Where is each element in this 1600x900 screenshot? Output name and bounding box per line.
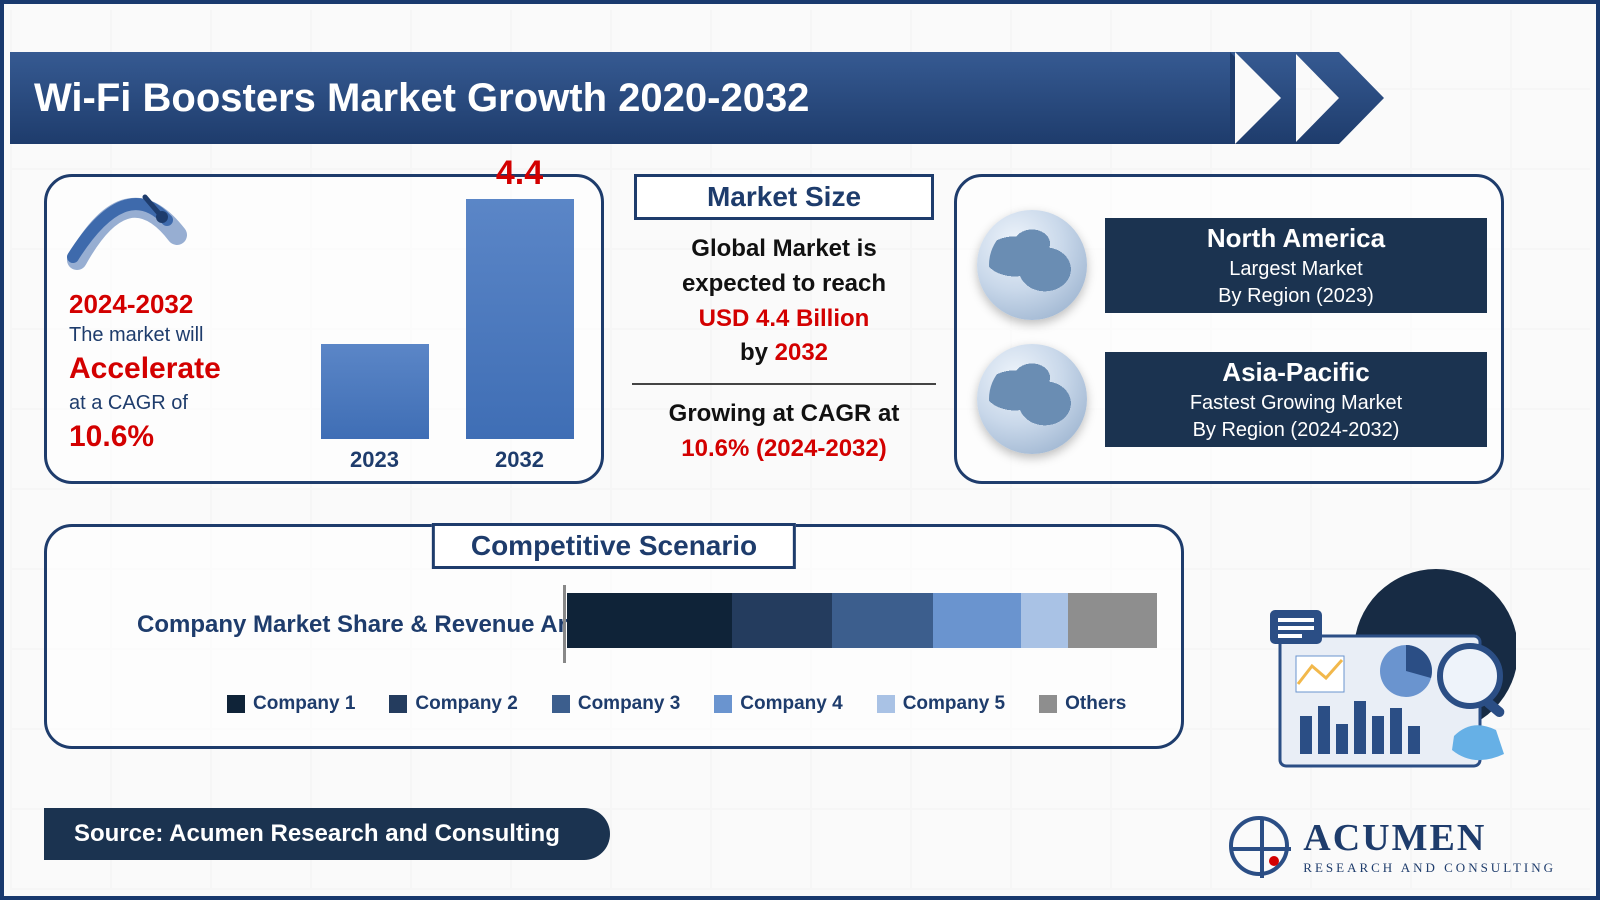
share-segment [933,593,1022,648]
legend-swatch-icon [227,695,245,713]
legend-swatch-icon [1039,695,1057,713]
region-label-apac: Asia-Pacific Fastest Growing Market By R… [1105,352,1487,447]
region-sub1-na: Largest Market [1117,258,1475,281]
legend-swatch-icon [877,695,895,713]
region-row-na: North America Largest Market By Region (… [977,205,1487,325]
infographic-frame: Wi-Fi Boosters Market Growth 2020-2032 2… [0,0,1600,900]
region-row-apac: Asia-Pacific Fastest Growing Market By R… [977,339,1487,459]
bar-label-2023: 2023 [350,447,399,473]
competitive-card: Competitive Scenario Company Market Shar… [44,524,1184,749]
share-segment [1068,593,1157,648]
ms-line2: expected to reach [624,267,944,302]
brand-globe-icon [1229,816,1289,876]
legend-label: Company 4 [740,693,842,715]
regions-card: North America Largest Market By Region (… [954,174,1504,484]
ms-year: 2032 [775,339,828,366]
source-pill: Source: Acumen Research and Consulting [44,808,610,860]
growth-line1: The market will [69,322,289,349]
ms-by: by [740,339,768,366]
region-label-na: North America Largest Market By Region (… [1105,218,1487,313]
share-segment [567,593,732,648]
legend-label: Others [1065,693,1126,715]
analytics-illustration-icon [1256,566,1516,776]
region-sub2-na: By Region (2023) [1117,285,1475,308]
region-name-apac: Asia-Pacific [1117,357,1475,388]
growth-accelerate: Accelerate [69,349,289,390]
competitive-body: Company Market Share & Revenue Analysis … [77,583,1151,728]
share-legend: Company 1 Company 2 Company 3 Company 4 Comp… [227,693,1126,715]
bar-2023: 0 2023 [321,299,429,473]
bar-value-2032: 4.4 [496,154,543,193]
legend-item: Company 5 [877,693,1005,715]
legend-item: Company 3 [552,693,680,715]
share-segment [732,593,832,648]
bar-label-2032: 2032 [495,447,544,473]
legend-swatch-icon [389,695,407,713]
legend-item: Others [1039,693,1126,715]
ms-cagr-value: 10.6% (2024-2032) [624,432,944,467]
region-sub2-apac: By Region (2024-2032) [1117,419,1475,442]
globe-icon [977,210,1087,320]
ms-cagr-label: Growing at CAGR at [624,397,944,432]
share-segment [832,593,932,648]
ms-value: USD 4.4 Billion [624,302,944,337]
legend-item: Company 1 [227,693,355,715]
legend-swatch-icon [714,695,732,713]
axis-tick-icon [563,585,566,663]
ms-by-year: by 2032 [624,336,944,371]
growth-summary-text: 2024-2032 The market will Accelerate at … [69,287,289,457]
legend-label: Company 2 [415,693,517,715]
divider [632,383,936,385]
market-size-body: Global Market is expected to reach USD 4… [624,232,944,467]
brand-logo: ACUMEN RESEARCH AND CONSULTING [1229,816,1556,876]
legend-item: Company 2 [389,693,517,715]
competitive-heading: Competitive Scenario [471,530,757,561]
legend-swatch-icon [552,695,570,713]
region-sub1-apac: Fastest Growing Market [1117,392,1475,415]
market-size-heading-box: Market Size [634,174,934,220]
brand-tagline: RESEARCH AND CONSULTING [1303,860,1556,876]
growth-cagr: 10.6% [69,417,289,458]
growth-period: 2024-2032 [69,287,289,322]
bar-2032: 4.4 2032 [466,154,574,473]
source-text: Source: Acumen Research and Consulting [74,820,560,848]
growth-bar-chart: 0 2023 4.4 2032 [302,193,592,473]
bar-rect-2032 [466,199,574,439]
market-share-stacked-bar [567,593,1157,648]
brand-name: ACUMEN [1303,816,1556,860]
competitive-heading-box: Competitive Scenario [432,523,796,569]
title-banner: Wi-Fi Boosters Market Growth 2020-2032 [10,52,1296,144]
page-title: Wi-Fi Boosters Market Growth 2020-2032 [34,76,809,121]
speedometer-icon [67,185,187,275]
growth-line2: at a CAGR of [69,390,289,417]
globe-icon [977,344,1087,454]
bar-rect-2023 [321,344,429,439]
growth-card: 2024-2032 The market will Accelerate at … [44,174,604,484]
brand-text: ACUMEN RESEARCH AND CONSULTING [1303,816,1556,876]
ms-line1: Global Market is [624,232,944,267]
legend-label: Company 5 [903,693,1005,715]
market-size-heading: Market Size [707,181,861,213]
legend-label: Company 1 [253,693,355,715]
legend-label: Company 3 [578,693,680,715]
share-segment [1021,593,1068,648]
region-name-na: North America [1117,223,1475,254]
legend-item: Company 4 [714,693,842,715]
